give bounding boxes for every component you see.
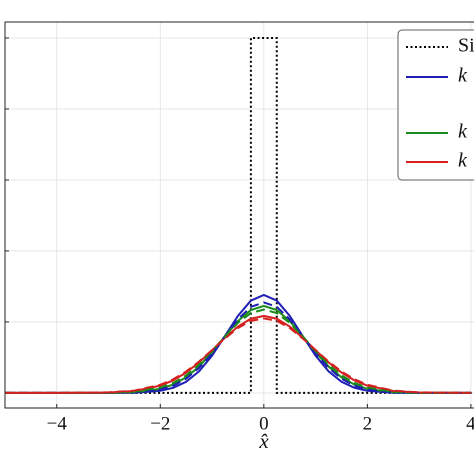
series-line bbox=[5, 293, 471, 394]
x-tick-label: −2 bbox=[150, 413, 170, 434]
legend-label: k bbox=[458, 121, 468, 143]
x-tick-label: 0 bbox=[259, 413, 269, 434]
x-axis-label: x̂ bbox=[258, 429, 269, 453]
series-line bbox=[5, 304, 471, 394]
plot-frame bbox=[4, 21, 474, 409]
x-tick-label: −4 bbox=[47, 413, 68, 434]
legend-box bbox=[397, 29, 474, 181]
series-line bbox=[5, 36, 474, 394]
x-tick-label: 4 bbox=[466, 413, 474, 434]
legend-label: k bbox=[458, 65, 468, 87]
series-line bbox=[5, 308, 471, 394]
series-line bbox=[5, 317, 471, 394]
x-tick-label: 2 bbox=[363, 413, 373, 434]
series-line bbox=[5, 301, 471, 394]
legend-label: k bbox=[458, 150, 468, 172]
legend-label: Si bbox=[458, 35, 474, 57]
